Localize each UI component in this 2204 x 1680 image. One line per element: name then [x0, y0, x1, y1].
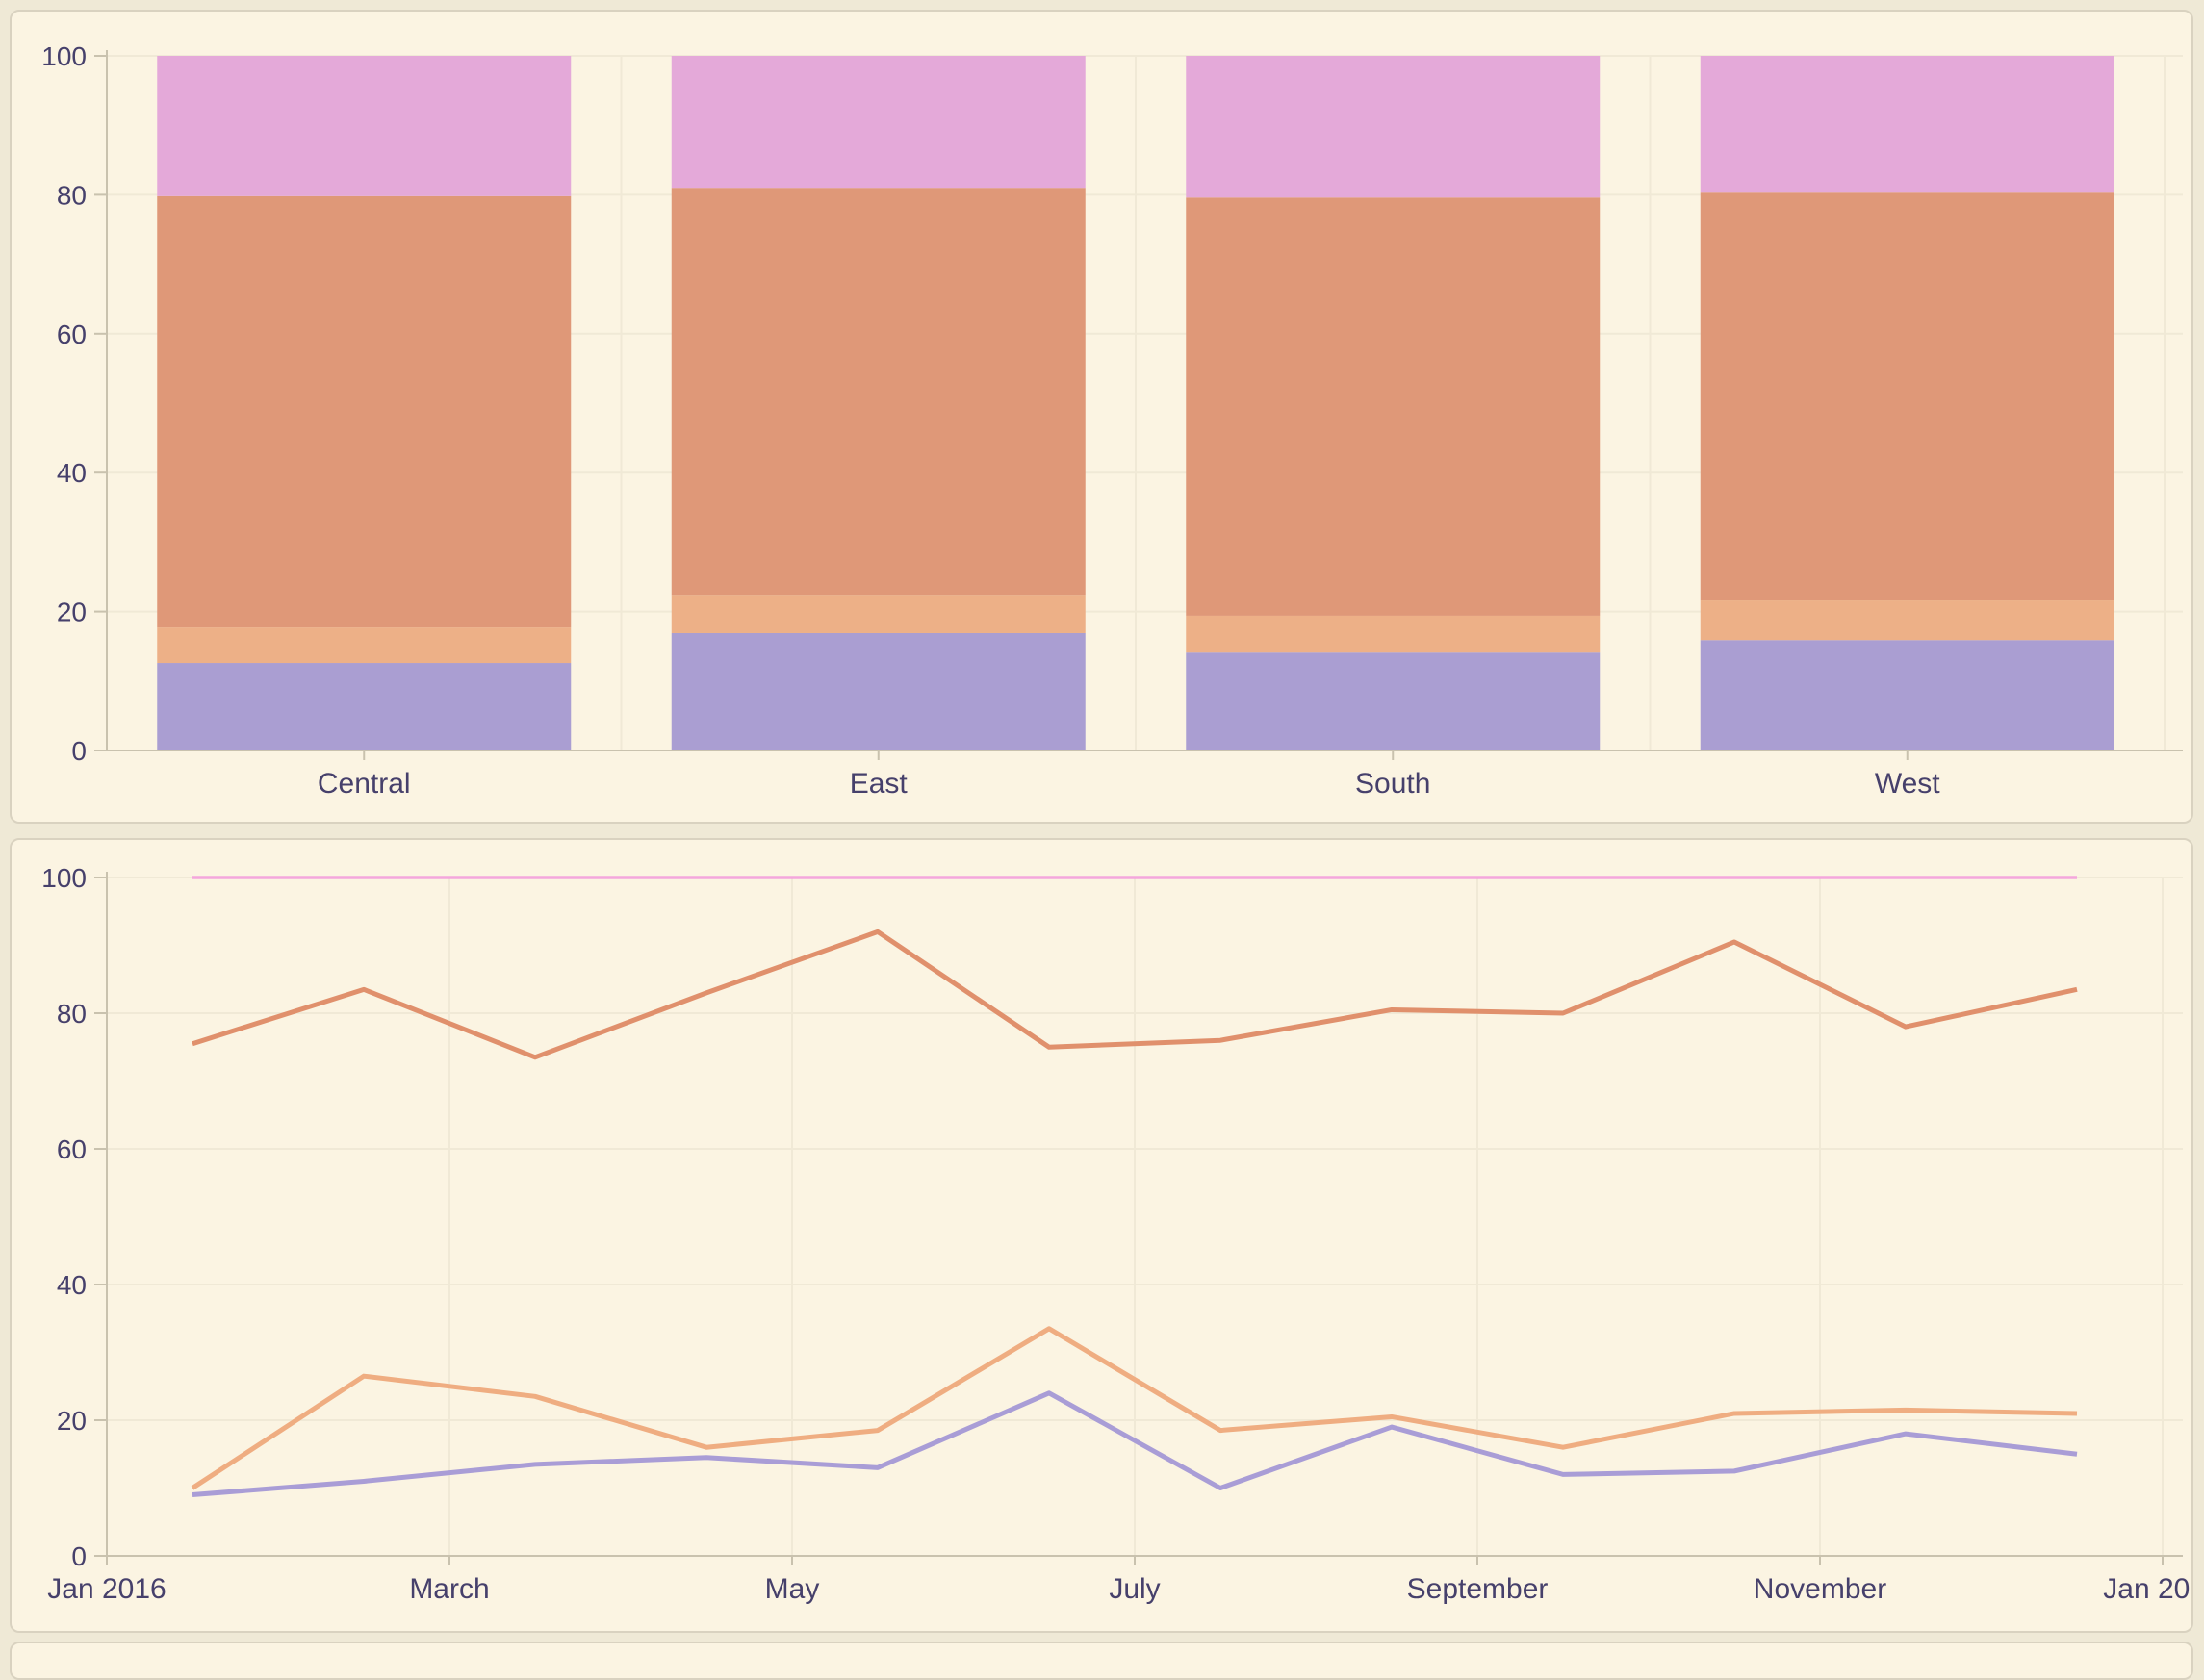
bar-segment-south-purple[interactable]	[1186, 652, 1601, 751]
bar-segment-central-salmon[interactable]	[157, 195, 572, 628]
y-tick-label: 40	[57, 458, 87, 488]
category-label-west: West	[1875, 768, 1940, 800]
bar-segment-south-light-orange[interactable]	[1186, 615, 1601, 653]
y-tick-label: 80	[57, 999, 87, 1029]
y-tick-label: 0	[71, 1541, 87, 1571]
stacked-bar-card: 0 20 40 60 80 100 Central East South West	[10, 10, 2193, 824]
clipped-next-card	[10, 1642, 2193, 1680]
x-tick-label: July	[1109, 1573, 1160, 1605]
bar-segment-central-purple[interactable]	[157, 663, 572, 751]
x-tick-label: September	[1407, 1573, 1549, 1605]
line-chart-card: 0 20 40 60 80 100 Jan 2016 March May July Septembe…	[10, 838, 2193, 1633]
y-tick-label: 20	[57, 598, 87, 627]
bar-segment-east-purple[interactable]	[671, 632, 1086, 751]
bar-segment-central-light-orange[interactable]	[157, 627, 572, 664]
x-tick-label: Jan 2017	[2103, 1573, 2191, 1605]
x-tick-label: Jan 2016	[47, 1573, 166, 1605]
bar-segment-south-pink[interactable]	[1186, 56, 1601, 198]
line-series-salmon[interactable]	[192, 929, 2078, 1060]
bar-segment-west-salmon[interactable]	[1700, 192, 2114, 601]
y-tick-label: 0	[71, 736, 87, 766]
stacked-bar-chart: 0 20 40 60 80 100 Central East South West	[41, 41, 2183, 800]
category-label-east: East	[850, 768, 909, 800]
bar-segment-east-pink[interactable]	[671, 56, 1086, 189]
y-tick-label: 60	[57, 319, 87, 349]
line-chart: 0 20 40 60 80 100 Jan 2016 March May July Septembe…	[41, 863, 2191, 1605]
y-tick-label: 100	[41, 41, 87, 71]
line-series-light-orange[interactable]	[191, 1326, 2078, 1490]
y-tick-label: 20	[57, 1406, 87, 1436]
bar-segment-central-pink[interactable]	[157, 56, 572, 196]
bar-segment-south-salmon[interactable]	[1186, 197, 1601, 616]
bar-segment-east-salmon[interactable]	[671, 188, 1086, 596]
x-tick-label: March	[409, 1573, 489, 1605]
x-tick-label: November	[1754, 1573, 1886, 1605]
y-tick-label: 40	[57, 1270, 87, 1300]
bar-segment-east-light-orange[interactable]	[671, 595, 1086, 633]
bar-segment-west-pink[interactable]	[1700, 56, 2114, 193]
bar-segment-west-purple[interactable]	[1700, 640, 2114, 751]
bar-segment-west-light-orange[interactable]	[1700, 600, 2114, 641]
category-label-central: Central	[318, 768, 411, 800]
y-tick-label: 100	[41, 863, 87, 893]
x-tick-label: May	[765, 1573, 820, 1605]
line-series-purple[interactable]	[192, 1390, 2078, 1498]
y-tick-label: 80	[57, 180, 87, 210]
y-tick-label: 60	[57, 1134, 87, 1164]
category-label-south: South	[1355, 768, 1430, 800]
